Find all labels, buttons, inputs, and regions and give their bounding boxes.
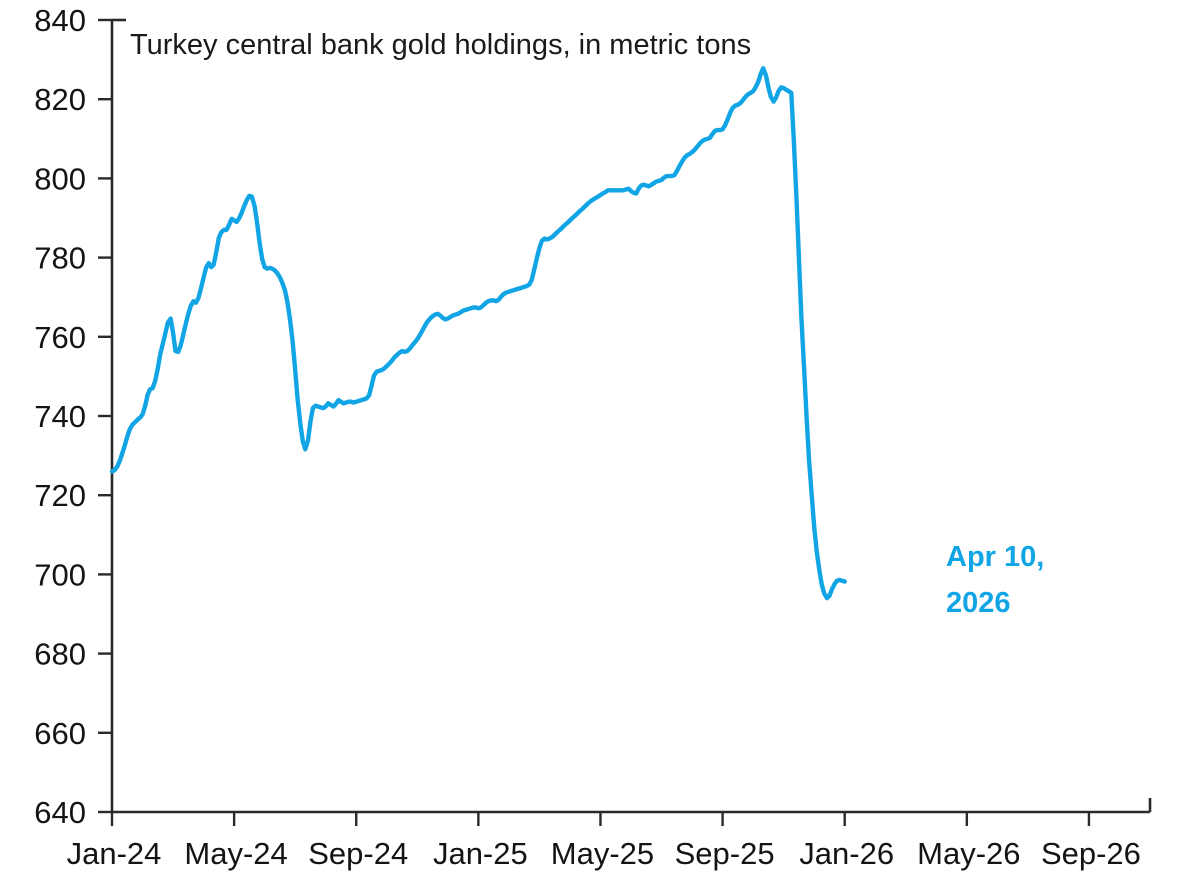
chart-title: Turkey central bank gold holdings, in me… [130,29,751,61]
y-axis-ticks [98,18,126,814]
y-axis-tick-label: 800 [34,161,86,196]
x-axis-tick-labels: Jan-24 May-24 Sep-24 Jan-25 May-25 Sep-25 Jan-… [67,836,1141,871]
last-point-annotation-line1: Apr 10, [946,541,1044,573]
y-axis-tick-label: 680 [34,637,86,672]
y-axis-tick-label: 820 [34,82,86,117]
y-axis-tick-label: 700 [34,557,86,592]
series-line-gold-holdings [109,66,847,601]
y-axis-tick-label: 640 [34,795,86,830]
y-axis-tick-label: 720 [34,478,86,513]
plot-axes [110,20,1150,814]
x-axis-tick-label: Sep-26 [1041,836,1141,871]
x-axis-tick-label: May-24 [184,836,287,871]
x-axis-tick-label: Jan-24 [67,836,162,871]
y-axis-tick-label: 780 [34,241,86,276]
y-axis-tick-label: 660 [34,716,86,751]
x-axis-tick-label: May-25 [551,836,654,871]
x-axis-tick-label: Jan-26 [799,836,894,871]
last-point-annotation-line2: 2026 [946,587,1011,619]
x-axis-tick-label: Sep-24 [308,836,408,871]
x-axis-tick-label: May-26 [917,836,1020,871]
x-axis-ticks [110,798,1152,826]
y-axis-tick-label: 740 [34,399,86,434]
y-axis-tick-labels: 840 820 800 780 760 740 720 700 680 660 640 [34,3,86,830]
x-axis-tick-label: Jan-25 [433,836,528,871]
x-axis-tick-label: Sep-25 [675,836,775,871]
y-axis-tick-label: 840 [34,3,86,38]
y-axis-tick-label: 760 [34,320,86,355]
